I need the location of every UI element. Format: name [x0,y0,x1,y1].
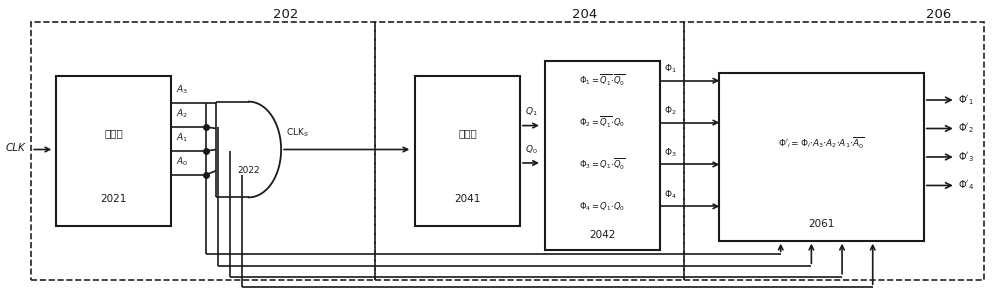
FancyBboxPatch shape [719,73,924,241]
Text: $\Phi_1{=}\overline{Q_1}{\cdot}\overline{Q_0}$: $\Phi_1{=}\overline{Q_1}{\cdot}\overline… [579,73,626,88]
Text: $A_2$: $A_2$ [176,107,188,120]
Text: CLK: CLK [5,143,25,153]
Text: $\Phi'_4$: $\Phi'_4$ [958,178,974,192]
Text: 206: 206 [926,8,951,21]
Text: $\Phi_3$: $\Phi_3$ [664,146,676,159]
Text: 202: 202 [273,8,298,21]
Text: CLK$_S$: CLK$_S$ [286,127,309,139]
Text: $\Phi_4{=}Q_1{\cdot}Q_0$: $\Phi_4{=}Q_1{\cdot}Q_0$ [579,200,625,213]
Text: 2042: 2042 [589,230,615,240]
Text: $\Phi'_1$: $\Phi'_1$ [958,93,973,107]
Text: 2022: 2022 [237,166,260,175]
Text: 2021: 2021 [100,194,127,204]
Text: $Q_1$: $Q_1$ [525,106,538,118]
Text: 计数器: 计数器 [104,128,123,138]
FancyBboxPatch shape [56,76,171,226]
Text: $\Phi_2{=}\overline{Q_1}{\cdot}Q_0$: $\Phi_2{=}\overline{Q_1}{\cdot}Q_0$ [579,115,625,130]
Text: $\Phi_4$: $\Phi_4$ [664,188,676,201]
Text: $A_1$: $A_1$ [176,131,188,144]
Text: 2061: 2061 [808,219,835,229]
FancyBboxPatch shape [545,61,660,250]
Text: 计数器: 计数器 [458,128,477,138]
Text: 204: 204 [572,8,597,21]
FancyBboxPatch shape [415,76,520,226]
Text: $\Phi_3{=}Q_1{\cdot}\overline{Q_0}$: $\Phi_3{=}Q_1{\cdot}\overline{Q_0}$ [579,157,626,172]
Text: $Q_0$: $Q_0$ [525,143,538,156]
Text: $\Phi_2$: $\Phi_2$ [664,104,676,117]
Text: $\Phi'_2$: $\Phi'_2$ [958,122,973,135]
Text: 2041: 2041 [454,194,481,204]
Text: $\Phi'_3$: $\Phi'_3$ [958,150,974,164]
Text: $A_0$: $A_0$ [176,155,188,168]
Text: $A_3$: $A_3$ [176,83,188,96]
Text: $\Phi_1$: $\Phi_1$ [664,63,676,75]
Text: $\Phi'_i{=}\Phi_i{\cdot}A_3{\cdot}A_2{\cdot}A_1{\cdot}\overline{A_0}$: $\Phi'_i{=}\Phi_i{\cdot}A_3{\cdot}A_2{\c… [778,136,865,151]
